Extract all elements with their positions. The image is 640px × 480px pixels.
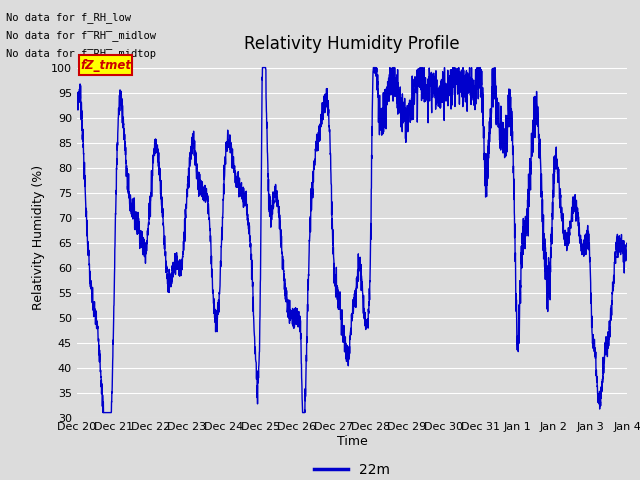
Text: No data for f_RH_low: No data for f_RH_low — [6, 12, 131, 23]
Title: Relativity Humidity Profile: Relativity Humidity Profile — [244, 35, 460, 53]
X-axis label: Time: Time — [337, 435, 367, 448]
Text: No data for f̅RH̅_midlow: No data for f̅RH̅_midlow — [6, 30, 156, 41]
Text: No data for f̅RH̅_midtop: No data for f̅RH̅_midtop — [6, 48, 156, 60]
Text: fZ_tmet: fZ_tmet — [80, 59, 131, 72]
Legend: 22m: 22m — [308, 457, 396, 480]
Y-axis label: Relativity Humidity (%): Relativity Humidity (%) — [33, 165, 45, 310]
